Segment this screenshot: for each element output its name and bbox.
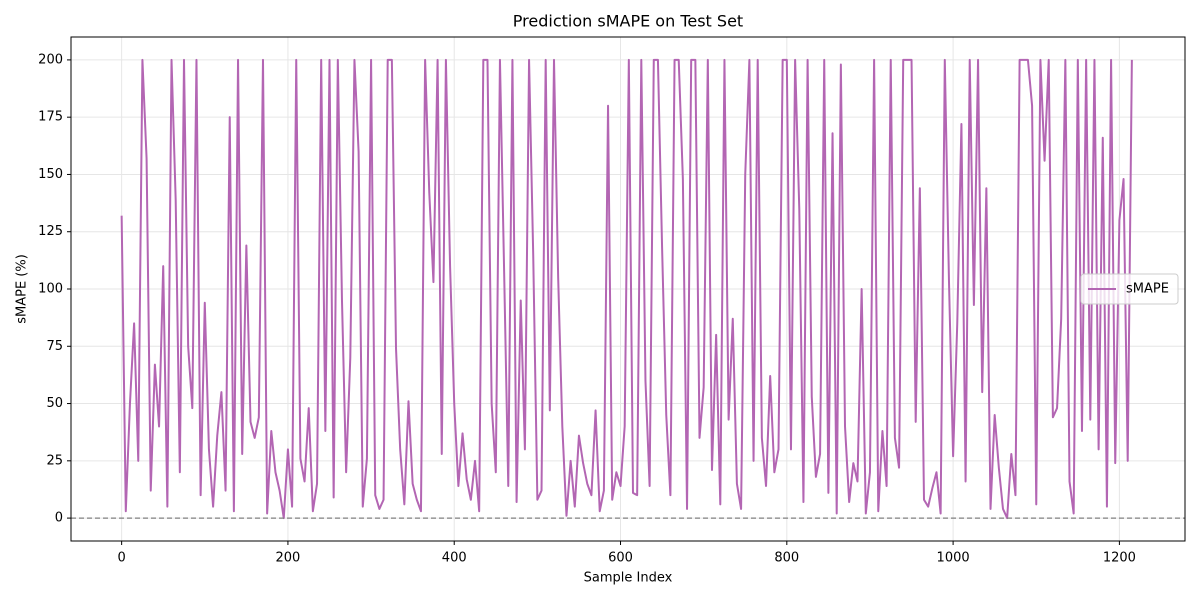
data-line (120, 58, 1133, 520)
plot-frame (70, 36, 1186, 542)
x-axis-label: Sample Index (584, 571, 673, 586)
x-tick-label: 400 (442, 551, 467, 566)
y-tick-label: 25 (46, 453, 63, 468)
x-tick-label: 1000 (937, 551, 970, 566)
y-tick-label: 125 (38, 224, 63, 239)
y-tick-label: 175 (38, 110, 63, 125)
x-tick-label: 1200 (1103, 551, 1136, 566)
y-tick-label: 100 (38, 282, 63, 297)
y-tick-label: 200 (38, 52, 63, 67)
legend-label: sMAPE (1126, 282, 1169, 297)
y-axis-label: sMAPE (%) (15, 254, 30, 324)
x-tick-label: 600 (608, 551, 633, 566)
x-tick-label: 200 (276, 551, 301, 566)
x-tick-label: 0 (117, 551, 125, 566)
y-tick-label: 150 (38, 167, 63, 182)
y-tick-label: 75 (46, 339, 63, 354)
y-tick-label: 0 (55, 511, 63, 526)
x-tick-label: 800 (774, 551, 799, 566)
legend-box (1080, 273, 1179, 305)
chart-title: Prediction sMAPE on Test Set (513, 12, 743, 31)
y-tick-label: 50 (46, 396, 63, 411)
